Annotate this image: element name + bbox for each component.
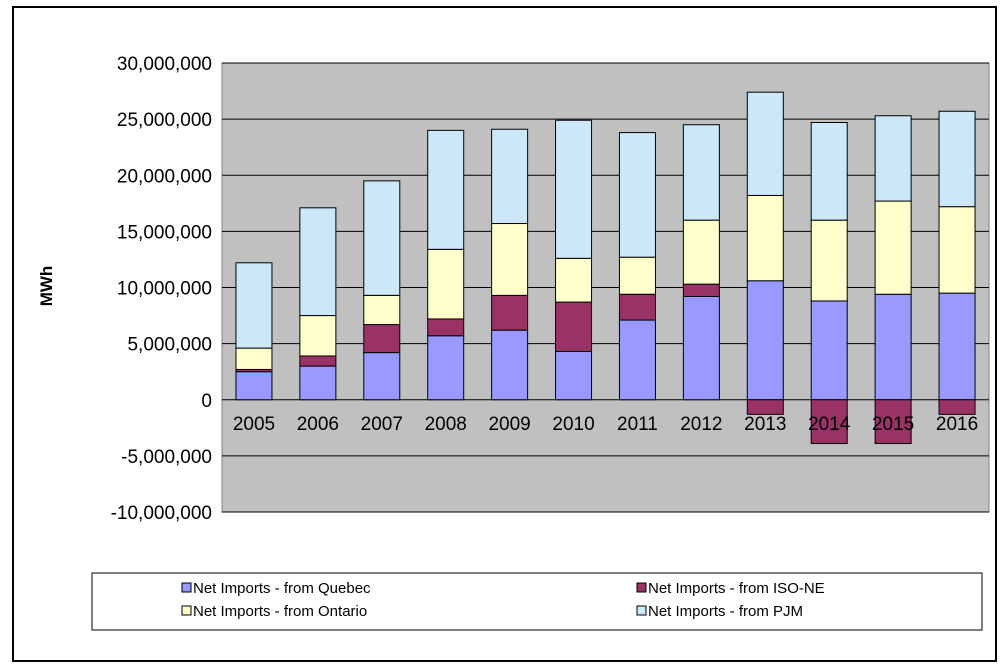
y-tick-label: 5,000,000 (127, 335, 212, 356)
bar-segment (363, 324, 401, 354)
bar-segment (363, 180, 401, 296)
x-tick-label: 2011 (617, 414, 658, 435)
bar-segment (299, 365, 337, 401)
bar-segment (299, 355, 337, 367)
gridlines (222, 62, 989, 513)
bar-segment (555, 257, 593, 303)
bar-segment (874, 115, 912, 202)
bar-segment (363, 352, 401, 401)
y-tick-label: 25,000,000 (117, 110, 212, 131)
bar-segment (618, 256, 656, 295)
bar-segment (682, 124, 720, 221)
y-tick-label: -5,000,000 (121, 447, 212, 468)
x-tick-label: 2016 (936, 414, 978, 435)
y-tick-labels: 30,000,000 25,000,000 20,000,000 15,000,000… (111, 54, 212, 524)
bar-segment (618, 132, 656, 258)
bar-segment (299, 315, 337, 357)
legend-label: Net Imports - from ISO-NE (648, 580, 825, 597)
bar-segment (555, 119, 593, 259)
x-tick-label: 2014 (808, 414, 851, 435)
x-tick-label: 2012 (680, 414, 722, 435)
bar-segment (491, 294, 529, 331)
bar-segment (682, 295, 720, 401)
x-tick-label: 2008 (425, 414, 467, 435)
bar-segment (810, 121, 848, 221)
y-axis-title: MWh (37, 266, 56, 307)
bar-segment (682, 219, 720, 285)
bar-segment (810, 219, 848, 302)
bar-segment (491, 128, 529, 225)
bar-segment (235, 262, 273, 349)
bar-segment (427, 318, 465, 337)
x-tick-label: 2007 (361, 414, 403, 435)
bar-segment (427, 129, 465, 250)
bar-segment (874, 399, 912, 445)
x-tick-label: 2006 (297, 414, 339, 435)
y-tick-label: 0 (201, 391, 212, 412)
chart-frame: 30,000,000 25,000,000 20,000,000 15,000,000… (12, 6, 997, 662)
legend-label: Net Imports - from Ontario (193, 603, 367, 620)
bar-segment (938, 206, 976, 294)
bar-segment (618, 319, 656, 401)
legend-box (91, 572, 983, 631)
bars (235, 91, 976, 445)
x-tick-label: 2015 (872, 414, 914, 435)
y-tick-label: 15,000,000 (117, 222, 212, 243)
bar-segment (874, 200, 912, 295)
bar-segment (427, 248, 465, 320)
legend-swatch (636, 582, 647, 593)
x-tick-label: 2009 (488, 414, 530, 435)
bar-segment (746, 194, 784, 282)
legend-swatch (181, 582, 192, 593)
bar-segment (235, 371, 273, 401)
bar-segment (810, 300, 848, 401)
x-tick-label: 2010 (552, 414, 594, 435)
legend-swatch (636, 605, 647, 616)
bar-segment (938, 110, 976, 208)
bar-segment (746, 91, 784, 196)
bar-segment (491, 329, 529, 401)
x-tick-label: 2005 (233, 414, 275, 435)
bar-segment (363, 294, 401, 326)
legend-label: Net Imports - from Quebec (193, 580, 371, 597)
bar-segment (810, 399, 848, 445)
bar-segment (938, 292, 976, 401)
y-tick-label: -10,000,000 (111, 503, 212, 524)
y-tick-label: 10,000,000 (117, 279, 212, 300)
y-tick-label: 20,000,000 (117, 166, 212, 187)
bar-segment (938, 399, 976, 415)
legend-swatch (181, 605, 192, 616)
chart-svg: 30,000,000 25,000,000 20,000,000 15,000,000… (37, 54, 990, 631)
x-tick-label: 2013 (744, 414, 786, 435)
y-tick-label: 30,000,000 (117, 54, 212, 75)
bar-segment (491, 223, 529, 296)
bar-segment (235, 347, 273, 370)
bar-segment (555, 350, 593, 401)
bar-segment (427, 335, 465, 401)
legend: Net Imports - from Quebec Net Imports - f… (91, 572, 983, 631)
x-tick-labels: 2005 2006 2007 2008 2009 2010 2011 2012 2013 2014… (233, 414, 978, 435)
bar-segment (682, 283, 720, 297)
legend-label: Net Imports - from PJM (648, 603, 803, 620)
bar-segment (874, 293, 912, 401)
bar-segment (746, 280, 784, 401)
bar-segment (618, 293, 656, 321)
bar-segment (746, 399, 784, 415)
bar-segment (299, 207, 337, 317)
bar-segment (555, 301, 593, 352)
